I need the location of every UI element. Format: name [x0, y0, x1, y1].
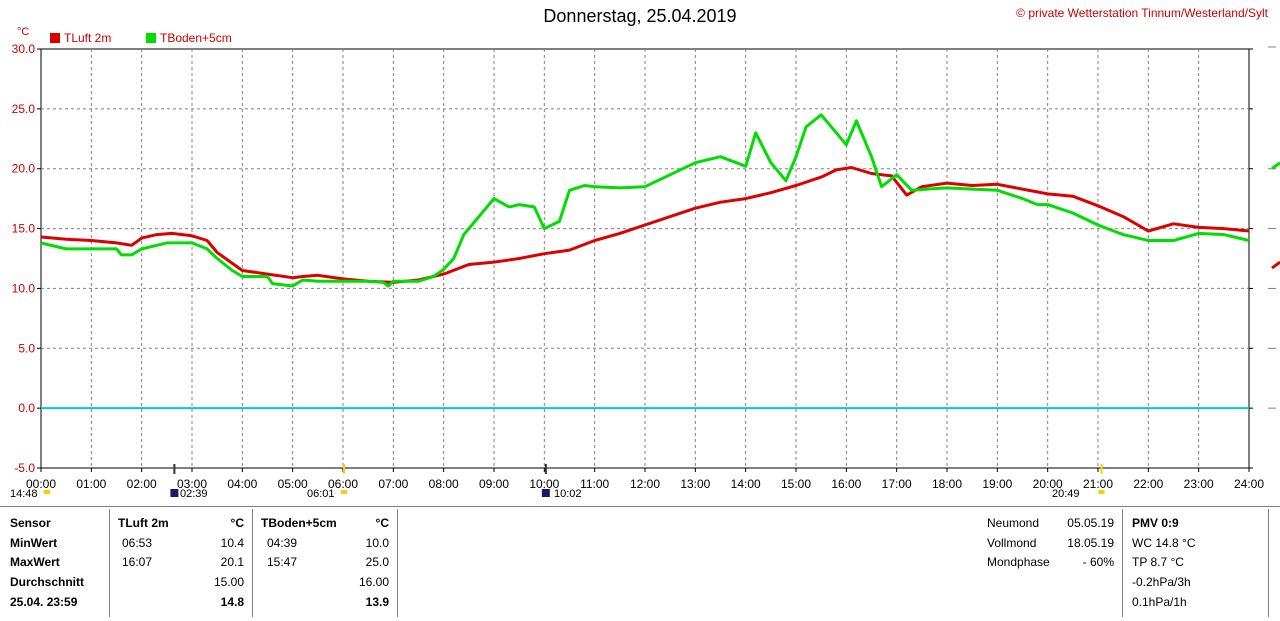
chart-title: Donnerstag, 25.04.2019 — [543, 6, 737, 26]
moon-label-newmoon: Neumond — [987, 516, 1040, 530]
moon-label-phase: Mondphase — [987, 555, 1050, 569]
pmv-windchill: WC 14.8 °C — [1132, 536, 1196, 550]
time-label-moonrise: 02:39 — [180, 488, 208, 500]
legend-label-tboden: TBoden+5cm — [160, 31, 232, 45]
y-tick-label: 25.0 — [12, 102, 36, 116]
row-avg-tboden-value: 16.00 — [358, 575, 389, 589]
x-tick-label: 11:00 — [580, 477, 609, 491]
table-divider-4 — [1122, 509, 1123, 617]
table-header-tluft: TLuft 2m — [118, 516, 169, 530]
x-tick-label: 22:00 — [1133, 477, 1163, 491]
x-tick-label: 19:00 — [982, 477, 1012, 491]
x-tick-label: 01:00 — [76, 477, 106, 491]
table-header-sensor: Sensor — [10, 516, 51, 530]
x-tick-label: 09:00 — [479, 477, 509, 491]
x-tick-label: 04:00 — [227, 477, 257, 491]
moon-icon — [170, 489, 179, 497]
moon-value-fullmoon: 18.05.19 — [1067, 536, 1114, 550]
x-tick-label: 05:00 — [278, 477, 308, 491]
table-header-tluft-unit: °C — [230, 516, 244, 530]
x-tick-label: 00:00 — [26, 477, 56, 491]
side-marker — [1271, 260, 1280, 270]
legend-item-tboden: TBoden+5cm — [146, 31, 232, 45]
row-max-tboden-value: 25.0 — [365, 555, 389, 569]
x-tick-label: 15:00 — [781, 477, 811, 491]
pmv-dewpoint: TP 8.7 °C — [1132, 555, 1184, 569]
row-min-tluft-time: 06:53 — [122, 536, 153, 550]
x-tick-label: 21:00 — [1083, 477, 1113, 491]
table-divider-3 — [397, 509, 398, 617]
x-tick-label: 13:00 — [680, 477, 710, 491]
row-label-current: 25.04. 23:59 — [10, 595, 78, 609]
table-divider-1 — [109, 509, 110, 617]
x-tick-label: 03:00 — [177, 477, 207, 491]
y-tick-label: 15.0 — [12, 222, 36, 236]
moon-value-phase: - 60% — [1082, 555, 1114, 569]
time-label-sunset: 20:49 — [1052, 488, 1080, 500]
row-min-tluft-value: 10.4 — [220, 536, 244, 550]
series-line-tluft — [40, 166, 1250, 284]
table-divider-5 — [1268, 509, 1269, 617]
legend-swatch-tboden — [146, 33, 156, 43]
y-tick-label: 20.0 — [12, 162, 36, 176]
row-max-tluft-time: 16:07 — [122, 555, 153, 569]
row-max-tluft-value: 20.1 — [220, 555, 244, 569]
table-header-tboden-unit: °C — [375, 516, 389, 530]
legend-swatch-tluft — [50, 33, 60, 43]
row-current-tboden-value: 13.9 — [365, 595, 389, 609]
y-tick-label: 5.0 — [18, 341, 35, 355]
series-line-tboden — [40, 113, 1250, 288]
side-marker — [1271, 161, 1280, 170]
row-max-tboden-time: 15:47 — [267, 555, 298, 569]
legend-item-tluft: TLuft 2m — [50, 31, 111, 45]
pmv-pressure-1h: 0.1hPa/1h — [1132, 595, 1187, 609]
y-tick-label: 0.0 — [18, 401, 35, 415]
x-tick-label: 17:00 — [882, 477, 912, 491]
table-header-tboden: TBoden+5cm — [261, 516, 337, 530]
sun-marker-dot — [341, 490, 348, 494]
y-axis-unit: °C — [17, 26, 30, 38]
x-tick-label: 08:00 — [429, 477, 459, 491]
x-tick-label: 23:00 — [1184, 477, 1214, 491]
sun-marker-dot — [1098, 490, 1105, 494]
row-avg-tluft-value: 15.00 — [213, 575, 244, 589]
pmv-title: PMV 0:9 — [1132, 516, 1179, 530]
x-tick-label: 16:00 — [831, 477, 861, 491]
y-tick-label: 30.0 — [12, 42, 36, 56]
pmv-pressure-3h: -0.2hPa/3h — [1132, 575, 1191, 589]
x-tick-label: 18:00 — [932, 477, 962, 491]
x-tick-label: 12:00 — [630, 477, 660, 491]
copyright-notice: © private Wetterstation Tinnum/Westerlan… — [1016, 6, 1268, 20]
x-tick-label: 20:00 — [1033, 477, 1063, 491]
row-current-tluft-value: 14.8 — [220, 595, 244, 609]
x-tick-label: 02:00 — [127, 477, 157, 491]
row-label-max: MaxWert — [10, 555, 60, 569]
x-tick-label: 07:00 — [378, 477, 408, 491]
x-tick-label: 06:00 — [328, 477, 358, 491]
row-label-min: MinWert — [10, 536, 58, 550]
sun-marker-dot — [44, 490, 50, 494]
legend-label-tluft: TLuft 2m — [64, 31, 112, 45]
row-min-tboden-time: 04:39 — [267, 536, 298, 550]
moon-icon — [541, 489, 550, 497]
y-tick-label: -5.0 — [14, 461, 35, 475]
time-label-left: 14:48 — [10, 488, 38, 500]
time-label-sunrise: 06:01 — [307, 488, 335, 500]
moon-value-newmoon: 05.05.19 — [1067, 516, 1114, 530]
x-tick-label: 14:00 — [731, 477, 761, 491]
time-label-moonset: 10:02 — [554, 488, 582, 500]
row-min-tboden-value: 10.0 — [365, 536, 389, 550]
y-tick-label: 10.0 — [12, 281, 36, 295]
x-tick-label: 24:00 — [1234, 477, 1264, 491]
moon-label-fullmoon: Vollmond — [987, 536, 1037, 550]
row-label-avg: Durchschnitt — [10, 575, 85, 589]
table-divider-2 — [252, 509, 253, 617]
table-top-divider — [0, 506, 1280, 507]
x-tick-label: 10:00 — [529, 477, 559, 491]
